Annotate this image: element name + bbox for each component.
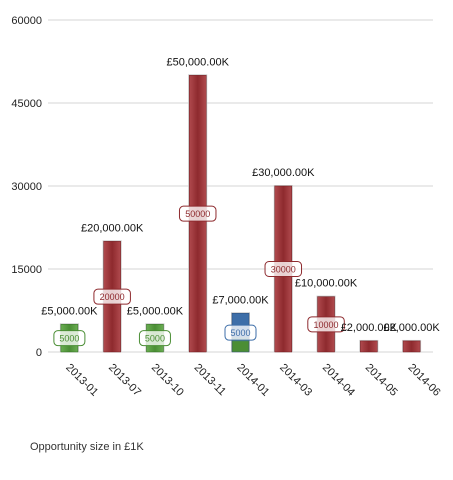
data-label: £30,000.00K — [252, 167, 315, 179]
data-label: £50,000.00K — [167, 56, 230, 68]
data-label: £5,000.00K — [41, 305, 98, 317]
value-badge-label: 10000 — [314, 320, 339, 330]
y-tick-label: 60000 — [11, 15, 42, 27]
x-tick-label: 2014-03 — [277, 362, 314, 399]
y-tick-label: 30000 — [11, 181, 42, 193]
y-tick-label: 15000 — [11, 264, 42, 276]
value-badge — [93, 288, 131, 305]
value-badge — [264, 261, 303, 277]
chart-caption: Opportunity size in £1K — [30, 441, 144, 453]
y-tick-label: 0 — [36, 347, 42, 359]
data-label: £2,000.00K — [383, 322, 440, 334]
bar — [360, 340, 378, 353]
x-tick-label: 2014-05 — [363, 362, 400, 399]
chart: 0 15000 30000 45000 60000 £5,000.00K 5000 2013-… — [11, 15, 442, 399]
data-label: £20,000.00K — [81, 222, 144, 234]
value-badge — [138, 330, 171, 347]
value-badge-label: 20000 — [100, 292, 125, 302]
data-label: £2,000.00K — [341, 322, 398, 334]
value-badge-label: 50000 — [185, 209, 210, 219]
x-tick-label: 2013-10 — [149, 362, 186, 399]
x-tick-label: 2014-06 — [405, 362, 442, 399]
x-tick-label: 2014-01 — [234, 362, 271, 399]
value-badge — [53, 330, 86, 347]
x-tick-label: 2014-04 — [320, 362, 357, 399]
y-tick-label: 45000 — [11, 98, 42, 110]
data-label: £10,000.00K — [295, 278, 358, 290]
data-label: £5,000.00K — [127, 305, 184, 317]
value-badge — [307, 316, 345, 333]
value-badge — [178, 205, 217, 222]
x-tick-label: 2013-01 — [63, 362, 100, 399]
value-badge — [224, 324, 257, 341]
x-tick-label: 2013-07 — [106, 362, 143, 399]
x-tick-label: 2013-11 — [192, 362, 228, 398]
bar — [402, 340, 421, 353]
value-badge-label: 30000 — [271, 265, 296, 275]
value-badge-label: 5000 — [230, 328, 250, 338]
data-label: £7,000.00K — [212, 294, 269, 306]
value-badge-label: 5000 — [145, 334, 165, 344]
value-badge-label: 5000 — [59, 334, 79, 344]
